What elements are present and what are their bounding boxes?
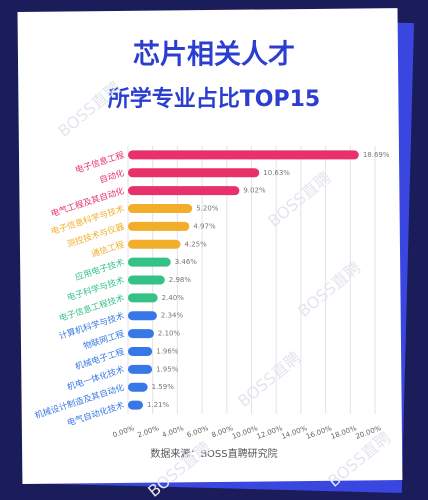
value-label: 2.98%	[169, 276, 192, 284]
bar	[128, 311, 157, 321]
bar	[128, 150, 359, 160]
value-label: 5.20%	[196, 205, 219, 213]
value-label: 1.21%	[147, 401, 170, 409]
value-label: 4.97%	[193, 222, 216, 230]
bar	[128, 204, 193, 214]
bar	[128, 293, 158, 303]
value-label: 4.25%	[184, 240, 207, 248]
bar	[128, 364, 153, 374]
bar	[128, 168, 260, 178]
bar	[128, 239, 181, 249]
bar	[128, 221, 190, 231]
value-label: 18.69%	[363, 151, 390, 159]
chart-title: 芯片相关人才	[133, 40, 295, 71]
card	[17, 8, 403, 485]
bar	[128, 400, 143, 410]
bar	[128, 382, 148, 392]
value-label: 1.95%	[156, 365, 179, 373]
value-label: 1.59%	[152, 383, 175, 391]
bar	[128, 275, 165, 285]
bar	[128, 346, 153, 356]
source: 数据来源：BOSS直聘研究院	[150, 447, 277, 460]
value-label: 2.10%	[158, 330, 181, 338]
value-label: 9.02%	[243, 187, 266, 195]
value-label: 1.96%	[156, 347, 179, 355]
chart-subtitle: 所学专业占比TOP15	[108, 86, 320, 112]
value-label: 2.34%	[161, 312, 184, 320]
bar	[128, 186, 240, 196]
value-label: 10.63%	[263, 169, 290, 177]
value-label: 3.46%	[175, 258, 198, 266]
bar	[128, 329, 154, 339]
value-label: 2.40%	[162, 294, 185, 302]
bar	[128, 257, 171, 267]
